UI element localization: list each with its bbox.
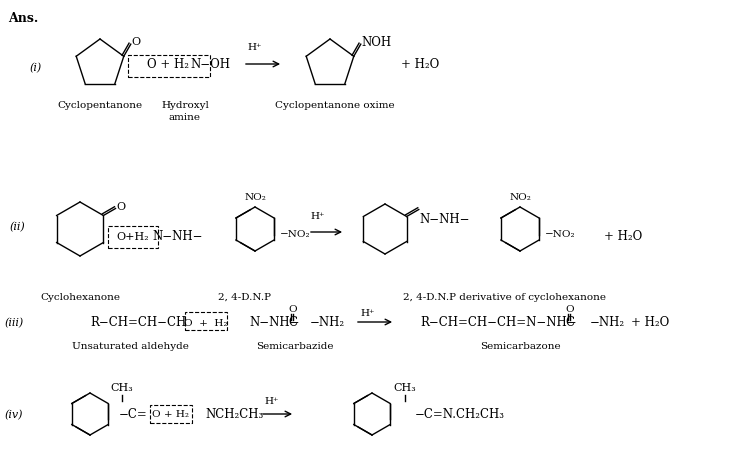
Text: H⁺: H⁺ (311, 212, 326, 221)
Text: NO₂: NO₂ (244, 193, 266, 202)
Text: −C=: −C= (118, 407, 148, 420)
Text: + H₂O: + H₂O (604, 230, 642, 243)
Text: N−NH−: N−NH− (420, 213, 470, 226)
Text: N−NH−: N−NH− (153, 230, 204, 243)
Text: N−OH: N−OH (190, 58, 230, 71)
Text: 2, 4-D.N.P derivative of cyclohexanone: 2, 4-D.N.P derivative of cyclohexanone (404, 292, 606, 301)
Text: Cyclopentanone oxime: Cyclopentanone oxime (275, 100, 395, 109)
Text: R−CH=CH−CH: R−CH=CH−CH (90, 316, 186, 329)
Text: CH₃: CH₃ (111, 382, 133, 392)
Text: O + H₂: O + H₂ (152, 410, 190, 419)
Text: −NO₂: −NO₂ (280, 230, 310, 239)
Text: amine: amine (169, 113, 201, 122)
Text: + H₂O: + H₂O (631, 316, 669, 329)
Text: Semicarbazide: Semicarbazide (257, 342, 334, 351)
Text: H⁺: H⁺ (361, 308, 376, 317)
Text: + H₂O: + H₂O (401, 58, 439, 71)
Text: R−CH=CH−CH=N−NH−: R−CH=CH−CH=N−NH− (420, 316, 577, 329)
Text: Cyclohexanone: Cyclohexanone (40, 292, 120, 301)
Text: (ii): (ii) (10, 221, 26, 232)
Text: Ans.: Ans. (8, 12, 38, 25)
Text: O: O (566, 305, 574, 314)
Text: O + H₂: O + H₂ (147, 58, 189, 71)
Bar (185, 313, 227, 330)
Text: NOH: NOH (362, 36, 392, 49)
Text: O+H₂: O+H₂ (117, 232, 149, 242)
Text: (i): (i) (30, 63, 42, 73)
Text: Cyclopentanone: Cyclopentanone (57, 100, 143, 109)
Text: C: C (565, 316, 575, 329)
Text: NO₂: NO₂ (509, 193, 531, 202)
Text: O  +  H₂: O + H₂ (184, 318, 228, 327)
Text: H⁺: H⁺ (248, 44, 262, 52)
Text: O: O (289, 305, 298, 314)
Text: (iii): (iii) (5, 317, 24, 327)
Text: −NO₂: −NO₂ (545, 230, 576, 239)
Text: C: C (289, 316, 298, 329)
Text: O: O (116, 201, 125, 211)
Bar (128, 56, 210, 78)
Text: Unsaturated aldehyde: Unsaturated aldehyde (71, 342, 188, 351)
Text: Semicarbazone: Semicarbazone (480, 342, 560, 351)
Text: CH₃: CH₃ (394, 382, 416, 392)
Text: −C=N.CH₂CH₃: −C=N.CH₂CH₃ (415, 407, 505, 420)
Text: Hydroxyl: Hydroxyl (161, 100, 209, 109)
Text: H⁺: H⁺ (265, 397, 279, 406)
Bar (108, 226, 158, 249)
Text: −NH₂: −NH₂ (590, 316, 625, 329)
Text: −NH₂: −NH₂ (310, 316, 345, 329)
Text: (iv): (iv) (5, 409, 24, 419)
Text: 2, 4-D.N.P: 2, 4-D.N.P (218, 292, 271, 301)
Text: NCH₂CH₃: NCH₂CH₃ (205, 407, 263, 420)
Text: N−NH−: N−NH− (249, 316, 299, 329)
Bar (150, 405, 192, 423)
Text: O: O (132, 37, 140, 47)
